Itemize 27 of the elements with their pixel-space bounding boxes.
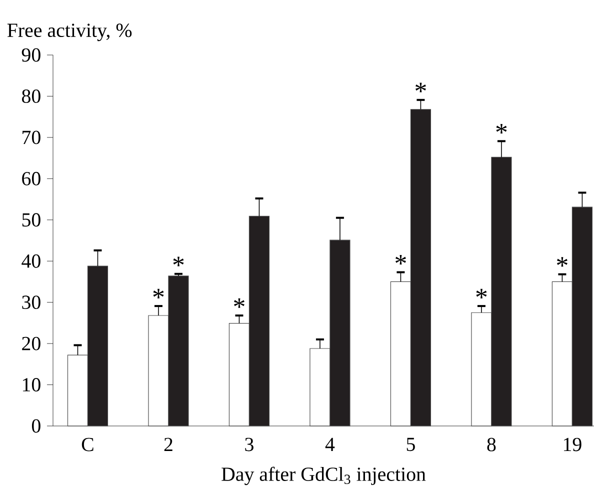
- x-tick-label: 4: [325, 438, 335, 451]
- x-tick-label: 2: [164, 438, 172, 452]
- y-tick-label: 30: [22, 296, 40, 310]
- y-tick-label: 60: [22, 172, 40, 186]
- y-tick-label: 10: [22, 378, 40, 392]
- y-tick-label: 50: [22, 213, 40, 227]
- annotation: *: [396, 255, 406, 265]
- y-tick-label: 70: [22, 130, 40, 144]
- y-tick-label: 80: [22, 89, 40, 103]
- y-axis-title: Free activity, %: [7, 24, 132, 42]
- y-tick-label: 0: [32, 419, 40, 433]
- x-tick-label: C: [82, 438, 94, 452]
- annotation: *: [234, 298, 244, 308]
- x-axis-title: Day after GdCl$_{3}$ injection: [222, 466, 426, 486]
- annotation: *: [556, 257, 568, 267]
- x-tick-label: 19: [564, 438, 582, 452]
- annotation: *: [496, 124, 507, 134]
- annotation: *: [173, 256, 184, 266]
- annotation: *: [476, 288, 487, 298]
- y-tick-label: 90: [22, 48, 40, 62]
- x-tick-label: 5: [406, 438, 415, 452]
- annotation: *: [416, 82, 426, 92]
- x-tick-label: 3: [245, 438, 254, 452]
- x-tick-label: 8: [487, 438, 496, 452]
- y-tick-label: 20: [22, 336, 40, 350]
- y-tick-label: 40: [22, 254, 40, 268]
- annotation: *: [153, 288, 164, 298]
